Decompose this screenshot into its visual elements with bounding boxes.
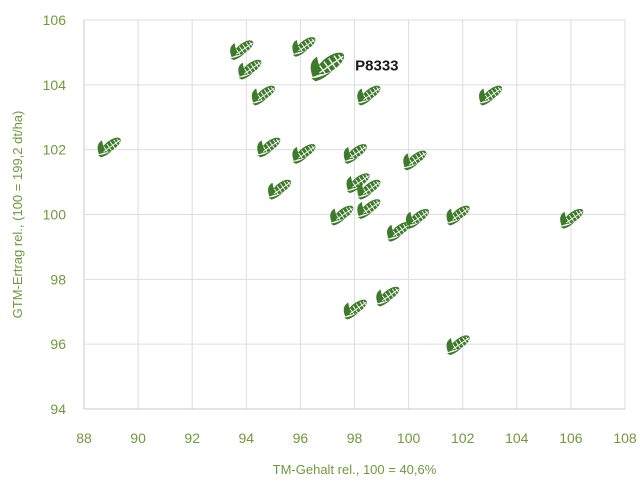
corn-cob-icon — [559, 205, 587, 230]
tick-labels: 88 90 92 94 96 98 100 102 104 106 108 94 96 98 100 102 1… — [43, 12, 637, 446]
corn-cob-icon — [251, 82, 278, 107]
x-tick-label: 92 — [184, 430, 200, 446]
x-tick-label: 94 — [239, 430, 255, 446]
x-tick-label: 108 — [613, 430, 637, 446]
x-axis-label: TM-Gehalt rel., 100 = 40,6% — [273, 462, 437, 477]
corn-cob-icon — [402, 147, 430, 171]
y-tick-label: 106 — [43, 12, 67, 28]
x-tick-label: 96 — [293, 430, 309, 446]
x-tick-label: 102 — [451, 430, 475, 446]
corn-cob-icon — [237, 56, 265, 81]
x-tick-label: 88 — [76, 430, 92, 446]
y-tick-label: 96 — [50, 336, 66, 352]
corn-cob-icon — [343, 296, 370, 321]
corn-cob-icon — [375, 283, 403, 308]
highlight-point-label: P8333 — [355, 57, 398, 74]
x-tick-label: 100 — [397, 430, 421, 446]
corn-cob-icon — [97, 134, 124, 158]
corn-cob-icon — [229, 37, 257, 61]
corn-cob-icon — [267, 176, 294, 201]
y-tick-label: 104 — [43, 77, 67, 93]
corn-cob-icon — [291, 33, 319, 58]
corn-cob-icon — [291, 140, 319, 165]
y-tick-label: 102 — [43, 142, 67, 158]
x-tick-label: 98 — [347, 430, 363, 446]
y-tick-label: 98 — [50, 271, 66, 287]
y-axis-label: GTM-Ertrag rel., (100 = 199,2 dt/ha) — [10, 111, 25, 319]
data-points: P8333 — [97, 33, 587, 356]
corn-cob-icon — [343, 140, 370, 165]
corn-cob-icon — [356, 82, 384, 107]
x-tick-label: 106 — [559, 430, 583, 446]
highlight-corn-cob-icon — [309, 47, 349, 83]
grid — [83, 19, 626, 410]
corn-cob-icon — [256, 134, 284, 158]
x-tick-label: 104 — [505, 430, 529, 446]
y-tick-label: 94 — [50, 401, 66, 417]
corn-cob-icon — [356, 195, 384, 220]
y-tick-label: 100 — [43, 207, 67, 223]
x-tick-label: 90 — [130, 430, 146, 446]
corn-cob-icon — [478, 82, 505, 107]
